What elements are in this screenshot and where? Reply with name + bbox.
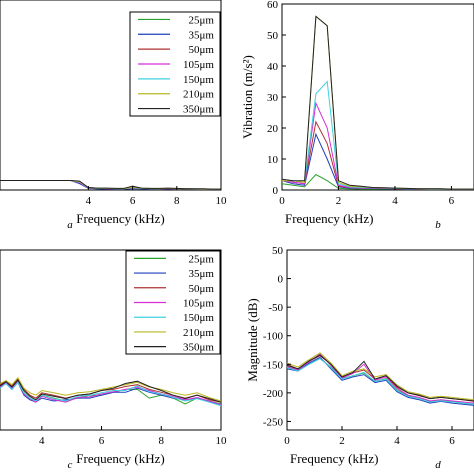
panel-label-c: c bbox=[68, 459, 73, 471]
series-line-c-5 bbox=[0, 376, 221, 402]
legend-label: 210μm bbox=[183, 327, 214, 339]
panel-label-a: a bbox=[67, 219, 73, 231]
panel-label-d: d bbox=[435, 459, 441, 471]
x-tick-label: 0 bbox=[279, 195, 285, 207]
legend-label: 105μm bbox=[183, 298, 214, 310]
y-axis-title: Magnitude (dB) bbox=[245, 298, 260, 381]
x-axis-title: Frequency (kHz) bbox=[285, 211, 373, 226]
x-tick-label: 2 bbox=[339, 435, 345, 447]
series-group bbox=[282, 15, 474, 190]
legend-label: 50μm bbox=[189, 44, 215, 56]
series-line-d-5 bbox=[287, 352, 474, 401]
x-tick-label: 4 bbox=[39, 435, 45, 447]
series-line-d-1 bbox=[287, 356, 474, 406]
y-axis-title: Vibration (m/s²) bbox=[240, 55, 255, 139]
x-tick-label: 6 bbox=[449, 195, 455, 207]
x-tick-label: 4 bbox=[86, 195, 92, 207]
legend-label: 35μm bbox=[189, 29, 215, 41]
y-tick-label: 50 bbox=[267, 30, 279, 42]
y-tick-label: -200 bbox=[263, 388, 284, 400]
y-tick-label: 20 bbox=[267, 123, 279, 135]
panel-d: 0 2 4 6 50 0 -50 -100 -150 -200 -250 Frequency (kHz… bbox=[245, 245, 474, 471]
x-tick-label: 10 bbox=[216, 435, 228, 447]
y-tick-label: -250 bbox=[263, 416, 284, 428]
series-group bbox=[0, 180, 221, 190]
legend-label: 25μm bbox=[189, 14, 215, 26]
y-tick-label: 60 bbox=[267, 0, 279, 11]
legend-label: 210μm bbox=[183, 89, 214, 101]
panel-a: 4 6 8 10 Frequency (kHz)a 25μm 35μm 50μm 105μm 15… bbox=[0, 0, 227, 231]
legend-label: 105μm bbox=[183, 59, 214, 71]
x-tick-label: 2 bbox=[336, 195, 342, 207]
x-tick-label: 8 bbox=[174, 195, 180, 207]
series-line-c-4 bbox=[0, 381, 221, 407]
x-axis-title: Frequency (kHz) bbox=[76, 451, 164, 466]
legend-label: 35μm bbox=[189, 268, 215, 280]
series-line-b-6 bbox=[282, 15, 474, 190]
series-group bbox=[287, 352, 474, 406]
x-tick-label: 8 bbox=[159, 435, 165, 447]
x-tick-label: 6 bbox=[449, 435, 455, 447]
y-tick-label: 30 bbox=[267, 92, 279, 104]
legend: 25μm 35μm 50μm 105μm 150μm 210μm 350μm bbox=[125, 250, 221, 355]
panel-label-b: b bbox=[435, 219, 441, 231]
legend: 25μm 35μm 50μm 105μm 150μm 210μm 350μm bbox=[129, 11, 221, 117]
x-tick-label: 4 bbox=[394, 435, 400, 447]
y-tick-label: -50 bbox=[268, 302, 283, 314]
series-line-d-6 bbox=[287, 354, 474, 402]
x-axis-title: Frequency (kHz) bbox=[290, 451, 378, 466]
panel-c: 4 6 8 10 Frequency (kHz)c 25μm 35μm 50μm 105μm 15… bbox=[0, 249, 228, 471]
legend-label: 50μm bbox=[189, 283, 215, 295]
y-tick-label: -150 bbox=[263, 359, 284, 371]
legend-label: 150μm bbox=[183, 74, 214, 86]
y-tick-label: 0 bbox=[273, 185, 279, 197]
series-line-d-4 bbox=[287, 358, 474, 405]
plot-frame bbox=[286, 249, 474, 431]
x-tick-label: 6 bbox=[99, 435, 105, 447]
legend-label: 350μm bbox=[183, 104, 214, 116]
plot-frame bbox=[281, 3, 474, 191]
x-tick-label: 6 bbox=[130, 195, 136, 207]
x-tick-label: 10 bbox=[216, 195, 228, 207]
legend-label: 350μm bbox=[183, 342, 214, 354]
y-tick-label: -100 bbox=[263, 331, 284, 343]
series-line-a-6 bbox=[0, 180, 221, 190]
x-tick-label: 4 bbox=[392, 195, 398, 207]
series-line-d-3 bbox=[287, 353, 474, 404]
y-tick-label: 40 bbox=[267, 61, 279, 73]
y-tick-label: 10 bbox=[267, 154, 279, 166]
x-axis-title: Frequency (kHz) bbox=[76, 211, 164, 226]
y-tick-label: 0 bbox=[278, 274, 284, 286]
legend-label: 150μm bbox=[183, 312, 214, 324]
legend-label: 25μm bbox=[189, 253, 215, 265]
series-line-c-6 bbox=[0, 379, 221, 403]
y-tick-label: 50 bbox=[272, 245, 284, 257]
series-group bbox=[0, 376, 221, 407]
x-tick-label: 0 bbox=[284, 435, 290, 447]
